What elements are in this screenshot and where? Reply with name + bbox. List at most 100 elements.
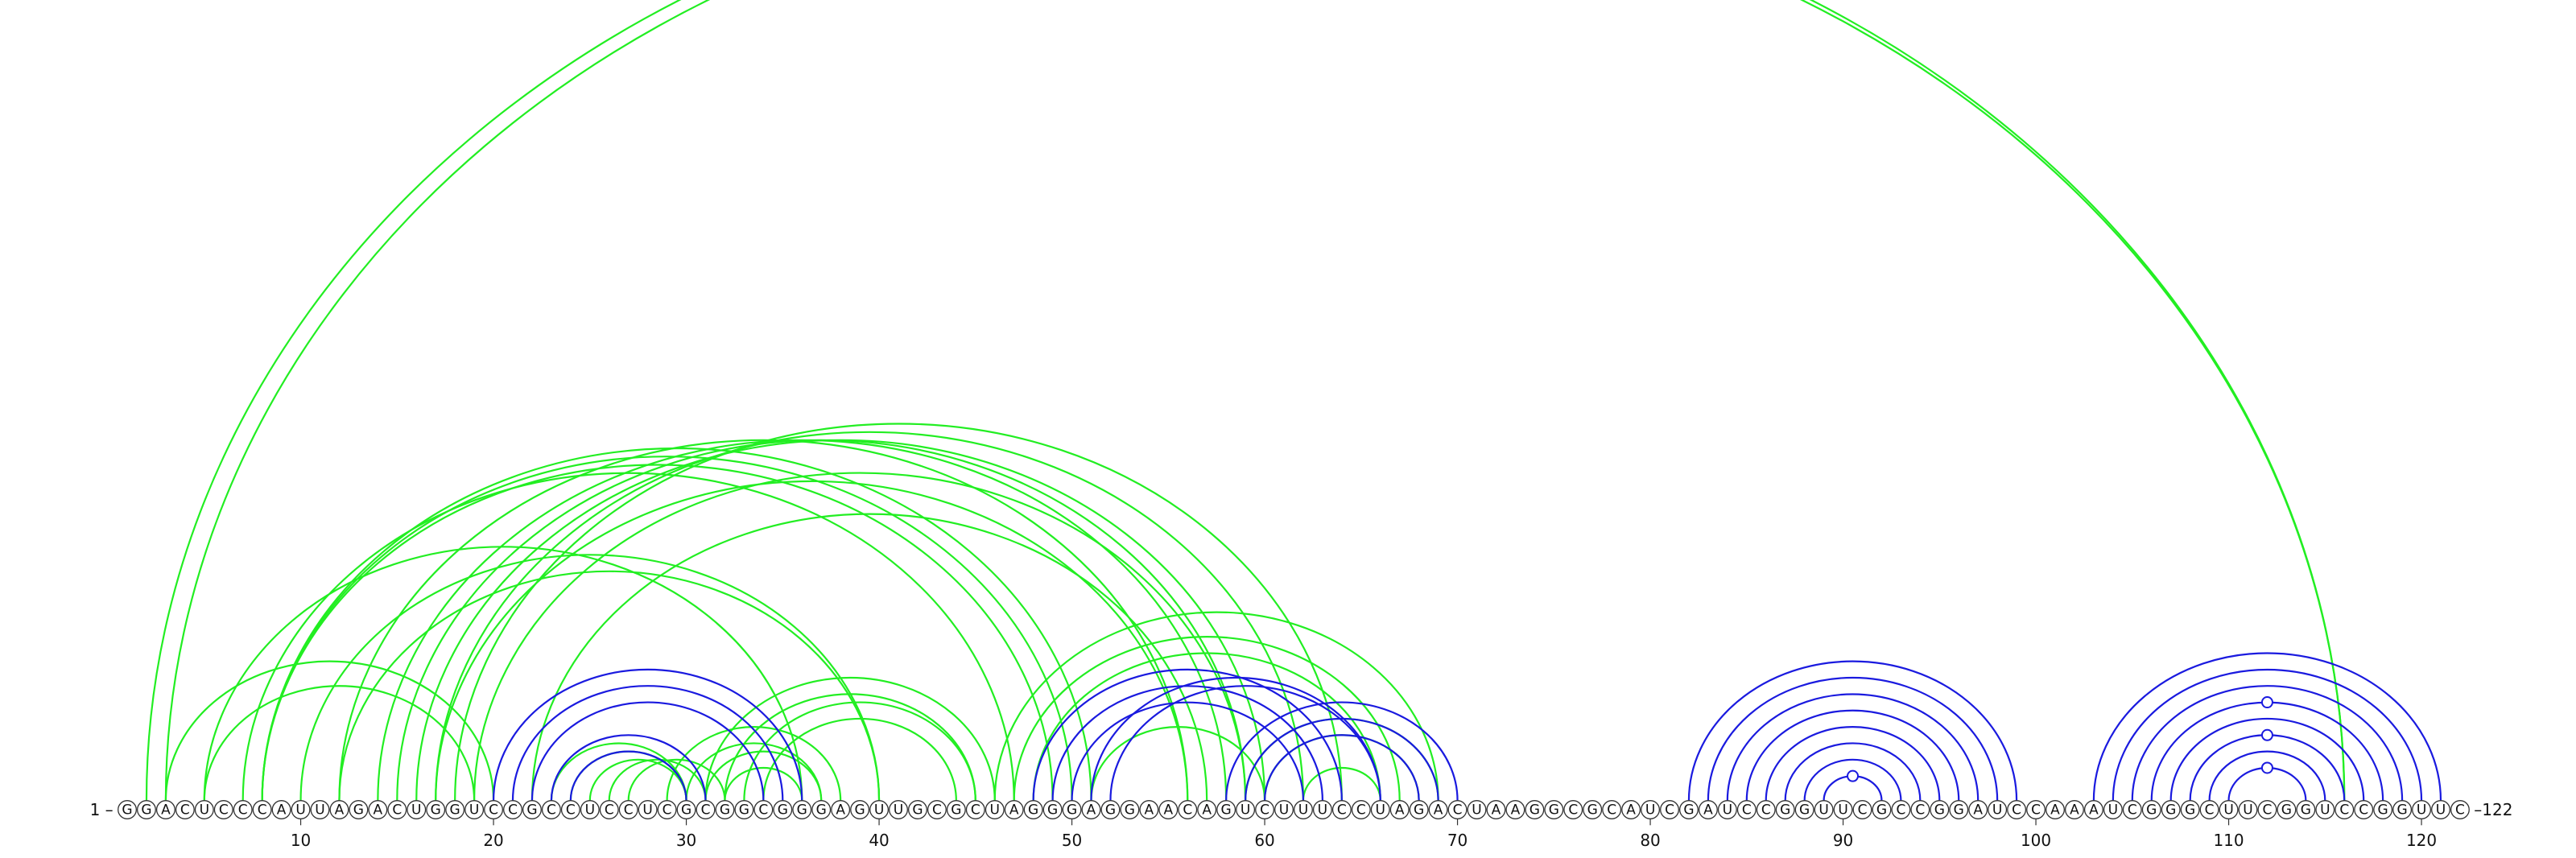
nucleotide: C (387, 800, 407, 819)
base-pair-arc-green (261, 464, 1054, 801)
base-pair-arc-green (435, 431, 1305, 801)
nucleotide-circle (1486, 800, 1506, 819)
nucleotide-letter: U (1838, 802, 1847, 819)
nucleotide-letter: C (1568, 802, 1578, 819)
nucleotide: A (368, 800, 388, 819)
noncanonical-pair-marker (2260, 696, 2273, 709)
nucleotide: U (1236, 800, 1256, 819)
nucleotide-circle (1004, 800, 1024, 819)
nucleotide-circle (503, 800, 522, 819)
nucleotide-circle (2392, 800, 2413, 819)
nucleotide: G (1525, 800, 1545, 819)
nucleotide-letter: U (1645, 802, 1655, 819)
nucleotide-letter: C (489, 802, 498, 819)
base-pair-arc-blue (569, 750, 687, 801)
nucleotide-letter: G (1028, 802, 1038, 819)
nucleotide-circle (753, 800, 774, 819)
nucleotide-letter: U (1818, 802, 1828, 819)
nucleotide: G (946, 800, 966, 819)
nucleotide-letter: C (180, 802, 190, 819)
nucleotide-letter: A (1163, 802, 1173, 819)
nucleotide-circle (1293, 800, 1313, 819)
nucleotide-circle (696, 800, 716, 819)
nucleotide-circle (2083, 800, 2103, 819)
nucleotide-letter: U (894, 802, 903, 819)
nucleotide: G (426, 800, 446, 819)
nucleotide-letter: G (1067, 802, 1077, 819)
nucleotide-letter: U (1241, 802, 1250, 819)
nucleotide: G (2161, 800, 2181, 819)
nucleotide: G (676, 800, 696, 819)
nucleotide-circle (2161, 800, 2181, 819)
nucleotide-circle (1100, 800, 1121, 819)
nucleotide: C (252, 800, 272, 819)
nucleotide-letter: G (816, 802, 827, 819)
nucleotide-letter: G (2378, 802, 2388, 819)
nucleotide: C (657, 800, 677, 819)
nucleotide-letter: A (161, 802, 171, 819)
base-pair-arc-green (993, 611, 1439, 801)
base-pair-arc-green (685, 742, 823, 801)
nucleotide: A (1428, 800, 1448, 819)
base-pair-arc-green (338, 439, 1189, 801)
base-pair-arc-green (724, 766, 803, 801)
nucleotide: A (1081, 800, 1101, 819)
arcs-layer (145, 0, 2442, 801)
nucleotide-letter: A (1087, 802, 1096, 819)
nucleotide-letter: C (1337, 802, 1347, 819)
nucleotide-letter: C (1665, 802, 1674, 819)
nucleotide-circle (1988, 800, 2008, 819)
nucleotide-letter: G (2301, 802, 2311, 819)
nucleotide-letter: U (1992, 802, 2002, 819)
nucleotide: C (1178, 800, 1198, 819)
nucleotide-letter: C (624, 802, 634, 819)
nucleotide: A (1004, 800, 1024, 819)
nucleotide: U (1293, 800, 1313, 819)
nucleotide-letter: A (1145, 802, 1154, 819)
nucleotide-letter: U (295, 802, 305, 819)
base-pair-arc-green (164, 660, 495, 801)
nucleotide: U (1274, 800, 1294, 819)
nucleotide-circle (985, 800, 1005, 819)
nucleotide-circle (1930, 800, 1950, 819)
tick-label: 60 (1254, 831, 1274, 850)
nucleotide-circle (1678, 800, 1699, 819)
nucleotide: C (2354, 800, 2374, 819)
nucleotide-letter: C (2263, 802, 2273, 819)
base-pair-arc-green (762, 717, 957, 801)
sequence-start-label: 1 – (90, 800, 114, 819)
nucleotide: A (329, 800, 349, 819)
nucleotide: U (1814, 800, 1834, 819)
nucleotide-circle (118, 800, 137, 819)
nucleotide-letter: U (2223, 802, 2233, 819)
tick-label: 100 (2021, 831, 2051, 850)
nucleotide: G (2392, 800, 2413, 819)
base-pair-arc-blue (1803, 758, 1902, 801)
nucleotide-letter: G (1954, 802, 1964, 819)
nucleotide-letter: G (1549, 802, 1559, 819)
tick-label: 70 (1447, 831, 1468, 850)
nucleotide-letter: G (1799, 802, 1810, 819)
nucleotide-circle (1216, 800, 1236, 819)
nucleotide-letter: U (874, 802, 884, 819)
nucleotide-letter: U (469, 802, 479, 819)
nucleotide-letter: C (1896, 802, 1905, 819)
nucleotide-circle (2450, 800, 2470, 819)
nucleotide: G (1678, 800, 1699, 819)
nucleotide-letter: G (1105, 802, 1116, 819)
nucleotide-circle (252, 800, 272, 819)
nucleotide: G (1872, 800, 1892, 819)
base-pair-arc-blue (1707, 676, 1999, 801)
nucleotide: G (1544, 800, 1564, 819)
base-pair-arc-blue (1071, 701, 1305, 801)
nucleotide-circle (1274, 800, 1294, 819)
nucleotide: G (522, 800, 542, 819)
nucleotide-letter: A (1434, 802, 1443, 819)
nucleotide-circle (233, 800, 253, 819)
nucleotide-letter: G (353, 802, 364, 819)
nucleotide-circle (1197, 800, 1217, 819)
nucleotide-circle (387, 800, 407, 819)
nucleotide: G (2296, 800, 2316, 819)
nucleotide: U (869, 800, 890, 819)
